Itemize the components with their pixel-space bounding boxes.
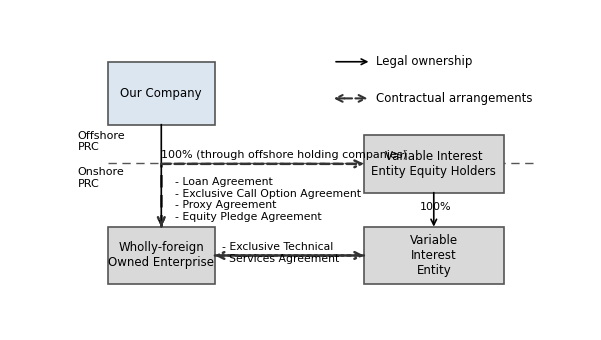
Text: Variable Interest
Entity Equity Holders: Variable Interest Entity Equity Holders bbox=[371, 150, 496, 178]
Text: Wholly-foreign
Owned Enterprise: Wholly-foreign Owned Enterprise bbox=[108, 241, 215, 270]
Bar bbox=[108, 62, 215, 124]
Text: Contractual arrangements: Contractual arrangements bbox=[376, 92, 532, 105]
Text: - Loan Agreement
- Exclusive Call Option Agreement
- Proxy Agreement
- Equity Pl: - Loan Agreement - Exclusive Call Option… bbox=[175, 177, 361, 222]
Text: 100%: 100% bbox=[420, 202, 452, 212]
Bar bbox=[364, 135, 504, 193]
Text: Variable
Interest
Entity: Variable Interest Entity bbox=[410, 234, 458, 277]
Text: 100% (through offshore holding companies): 100% (through offshore holding companies… bbox=[161, 150, 407, 160]
Text: Offshore
PRC: Offshore PRC bbox=[78, 131, 125, 152]
Bar bbox=[364, 227, 504, 284]
Text: - Exclusive Technical
  Services Agreement: - Exclusive Technical Services Agreement bbox=[222, 242, 339, 264]
Text: Our Company: Our Company bbox=[120, 87, 202, 100]
Bar bbox=[108, 227, 215, 284]
Text: Onshore
PRC: Onshore PRC bbox=[78, 167, 124, 189]
Text: Legal ownership: Legal ownership bbox=[376, 55, 472, 68]
